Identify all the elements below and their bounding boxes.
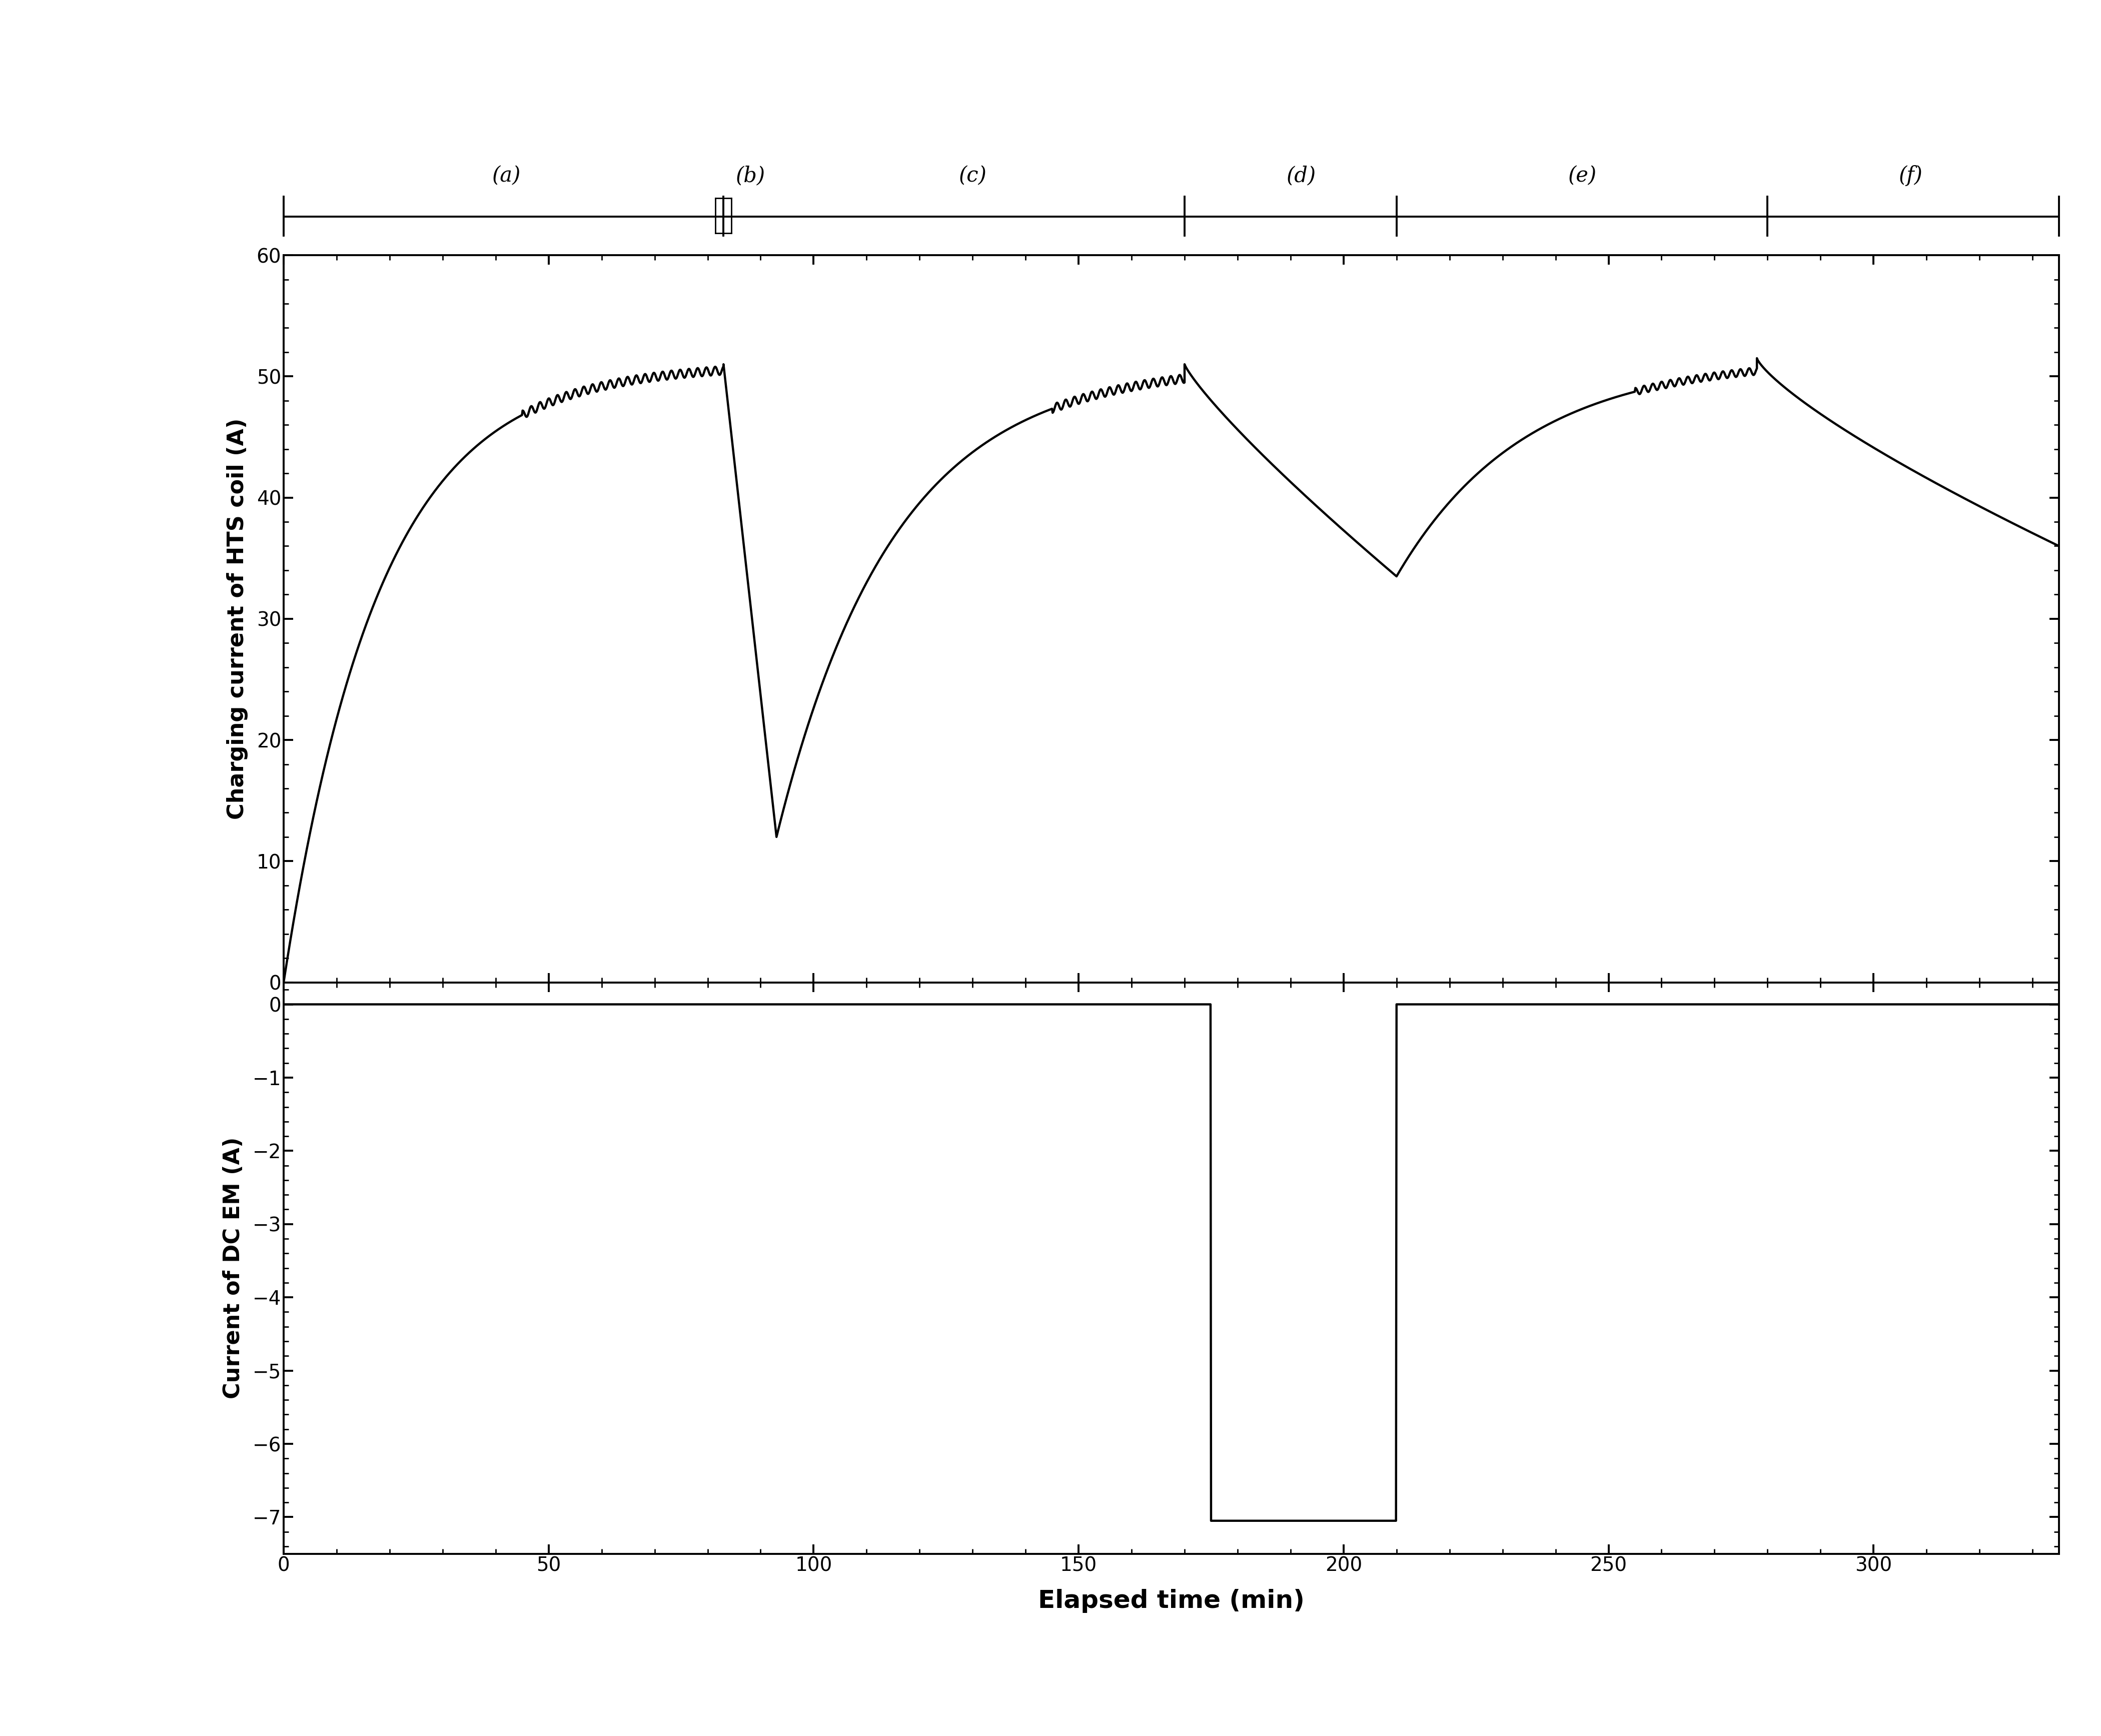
Text: (a): (a): [492, 165, 521, 186]
Text: (e): (e): [1567, 165, 1597, 186]
Y-axis label: Charging current of HTS coil (A): Charging current of HTS coil (A): [227, 418, 248, 819]
Text: (c): (c): [958, 165, 987, 186]
X-axis label: Elapsed time (min): Elapsed time (min): [1038, 1588, 1305, 1613]
Text: (f): (f): [1899, 165, 1922, 186]
Text: (b): (b): [735, 165, 765, 186]
Y-axis label: Current of DC EM (A): Current of DC EM (A): [223, 1137, 244, 1399]
Text: (d): (d): [1286, 165, 1315, 186]
